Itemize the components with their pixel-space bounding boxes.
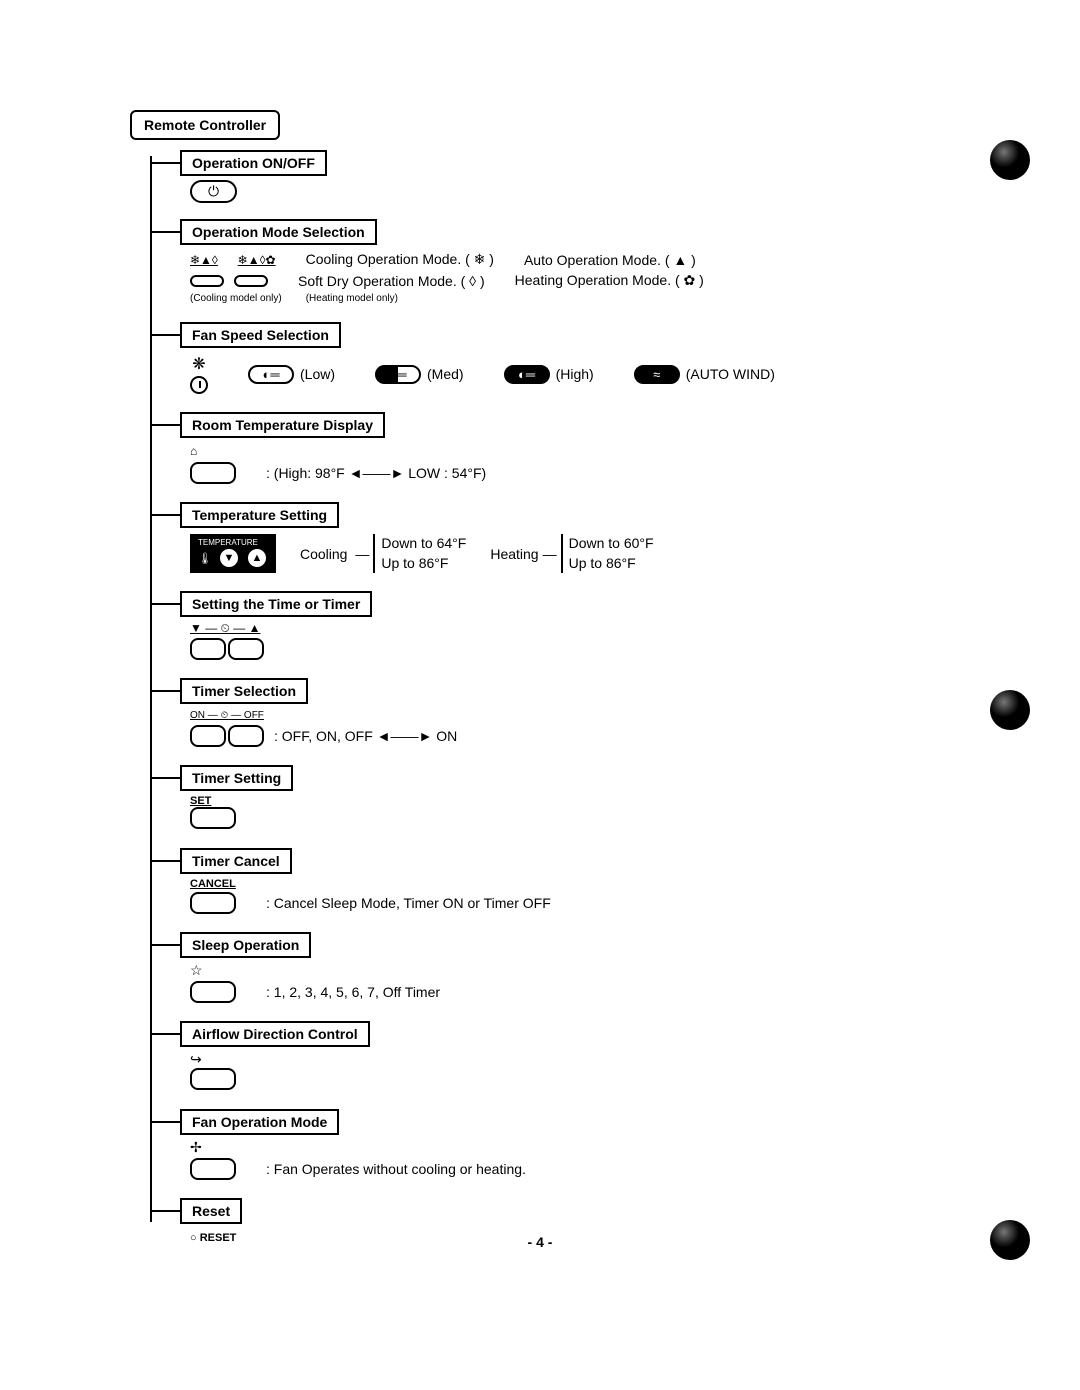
page: Remote Controller Operation ON/OFF ⏻ Ope… <box>0 0 1080 1250</box>
section-title: Room Temperature Display <box>180 412 385 438</box>
cooling-up: Up to 86°F <box>381 554 466 574</box>
cooling-range: Cooling — Down to 64°F Up to 86°F <box>300 534 466 573</box>
temp-panel-label: TEMPERATURE <box>198 538 268 547</box>
cooling-down: Down to 64°F <box>381 534 466 554</box>
mode-softdry: Soft Dry Operation Mode. ( ◊ ) <box>298 273 485 289</box>
fan-high[interactable]: ◐═ <box>504 365 550 384</box>
temp-down[interactable]: ▼ <box>218 547 240 569</box>
title: Remote Controller <box>144 117 266 133</box>
section-title: Operation Mode Selection <box>180 219 377 245</box>
section-title: Airflow Direction Control <box>180 1021 370 1047</box>
title-box: Remote Controller <box>130 110 280 140</box>
fan-med-label: (Med) <box>427 366 464 382</box>
mode-icons-1: ❄▲◊ <box>190 253 218 267</box>
section-fanmode: Fan Operation Mode ✢ : Fan Operates with… <box>180 1099 980 1188</box>
section-title: Sleep Operation <box>180 932 311 958</box>
roomtemp-text: : (High: 98°F ◄——► LOW : 54°F) <box>266 465 486 481</box>
section-title: Setting the Time or Timer <box>180 591 372 617</box>
fanmode-button[interactable] <box>190 1158 236 1180</box>
fan-high-label: (High) <box>556 366 594 382</box>
fan-auto-label: (AUTO WIND) <box>686 366 775 382</box>
mode-cooling: Cooling Operation Mode. ( ❄ ) <box>306 251 494 268</box>
fanmode-text: : Fan Operates without cooling or heatin… <box>266 1161 526 1177</box>
mode-button-heating[interactable] <box>234 275 268 287</box>
section-tempset: Temperature Setting TEMPERATURE 🌡 ▼ ▲ Co… <box>180 492 980 581</box>
sleep-icon: ☆ <box>190 962 980 979</box>
mode-button-cooling[interactable] <box>190 275 224 287</box>
sleep-button[interactable] <box>190 981 236 1003</box>
tree-line <box>150 156 152 1222</box>
section-settime: Setting the Time or Timer ▼ — ⏲ — ▲ <box>180 581 980 668</box>
heating-up: Up to 86°F <box>569 554 654 574</box>
cooling-label: Cooling <box>300 546 347 562</box>
timersel-icons: ON — ⏲ — OFF <box>190 710 264 721</box>
sleep-text: : 1, 2, 3, 4, 5, 6, 7, Off Timer <box>266 984 440 1000</box>
mode-sub2: (Heating model only) <box>306 293 398 304</box>
settime-icons: ▼ — ⏲ — ▲ <box>190 621 980 636</box>
cancel-button[interactable] <box>190 892 236 914</box>
settime-up[interactable] <box>228 638 264 660</box>
settime-down[interactable] <box>190 638 226 660</box>
section-title: Fan Speed Selection <box>180 322 341 348</box>
tree: Operation ON/OFF ⏻ Operation Mode Select… <box>150 140 980 1250</box>
punch-hole <box>990 140 1030 180</box>
section-title: Fan Operation Mode <box>180 1109 339 1135</box>
temp-up[interactable]: ▲ <box>246 547 268 569</box>
section-title: Timer Setting <box>180 765 293 791</box>
roomtemp-button[interactable] <box>190 462 236 484</box>
section-fanspeed: Fan Speed Selection ❋ ◐═ (Low) ◐═ (Med) … <box>180 312 980 402</box>
heating-down: Down to 60°F <box>569 534 654 554</box>
mode-sub1: (Cooling model only) <box>190 293 282 304</box>
mode-auto: Auto Operation Mode. ( ▲ ) <box>524 252 696 268</box>
punch-hole <box>990 690 1030 730</box>
mode-icons-2: ❄▲◊✿ <box>238 253 276 267</box>
section-sleep: Sleep Operation ☆ : 1, 2, 3, 4, 5, 6, 7,… <box>180 922 980 1011</box>
heating-label: Heating <box>490 546 538 562</box>
section-onoff: Operation ON/OFF ⏻ <box>180 140 980 209</box>
fan-auto[interactable]: ≈ <box>634 365 680 384</box>
timerset-button[interactable] <box>190 807 236 829</box>
mode-heating: Heating Operation Mode. ( ✿ ) <box>515 272 704 289</box>
airflow-icon: ↪ <box>190 1051 980 1068</box>
section-title: Timer Selection <box>180 678 308 704</box>
set-label: SET <box>190 795 980 807</box>
section-airflow: Airflow Direction Control ↪ <box>180 1011 980 1099</box>
roomtemp-icon: ⌂ <box>190 444 197 458</box>
power-button[interactable]: ⏻ <box>190 180 237 203</box>
section-timersel: Timer Selection ON — ⏲ — OFF : OFF, ON, … <box>180 668 980 755</box>
section-title: Temperature Setting <box>180 502 339 528</box>
cancel-text: : Cancel Sleep Mode, Timer ON or Timer O… <box>266 895 551 911</box>
timersel-text: : OFF, ON, OFF ◄——► ON <box>274 728 457 744</box>
section-timercancel: Timer Cancel CANCEL : Cancel Sleep Mode,… <box>180 838 980 922</box>
section-timerset: Timer Setting SET <box>180 755 980 838</box>
heating-range: Heating— Down to 60°F Up to 86°F <box>490 534 653 573</box>
fan-low[interactable]: ◐═ <box>248 365 294 384</box>
timersel-on[interactable] <box>190 725 226 747</box>
temp-panel: TEMPERATURE 🌡 ▼ ▲ <box>190 534 276 573</box>
fan-med[interactable]: ◐═ <box>375 365 421 384</box>
thermometer-icon: 🌡 <box>198 552 212 565</box>
fan-low-label: (Low) <box>300 366 335 382</box>
fanmode-icon: ✢ <box>190 1139 980 1156</box>
section-title: Reset <box>180 1198 242 1224</box>
page-number: - 4 - <box>0 1234 1080 1250</box>
section-roomtemp: Room Temperature Display ⌂ : (High: 98°F… <box>180 402 980 492</box>
section-mode: Operation Mode Selection ❄▲◊ ❄▲◊✿ Coolin… <box>180 209 980 312</box>
section-title: Operation ON/OFF <box>180 150 327 176</box>
section-title: Timer Cancel <box>180 848 292 874</box>
dial-icon <box>190 376 208 394</box>
timersel-off[interactable] <box>228 725 264 747</box>
cancel-label: CANCEL <box>190 878 980 890</box>
fan-icon: ❋ <box>192 354 205 374</box>
airflow-button[interactable] <box>190 1068 236 1090</box>
